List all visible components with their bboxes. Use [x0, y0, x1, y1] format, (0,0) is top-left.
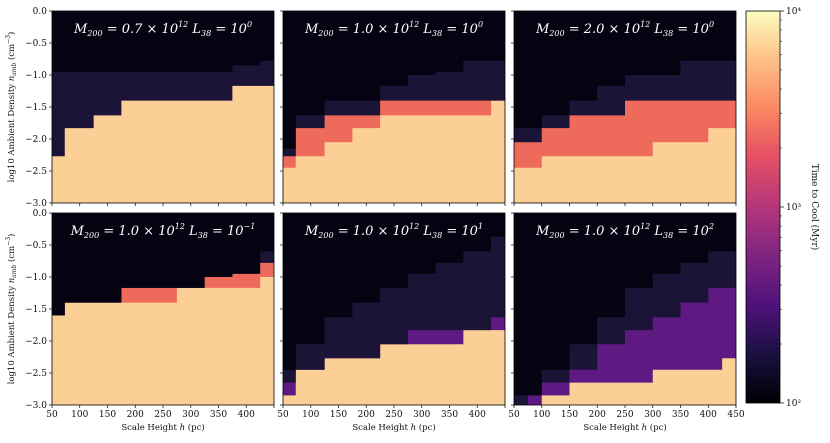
panel-heatmap — [52, 11, 274, 203]
zone-cooled — [283, 213, 505, 370]
x-tick-label: 300 — [182, 410, 199, 420]
zone-cooled — [283, 11, 505, 149]
x-tick-label: 100 — [302, 410, 319, 420]
y-tick-label: −2.5 — [25, 167, 47, 177]
x-tick-label: 400 — [238, 410, 255, 420]
panel-1: 0.0 −0.5 −1.0 −1.5 −2.0 −2.5 −3.0 M200 = 0.7 × … — [5, 7, 275, 209]
panel-title: M200 = 0.7 × 1012 L38 = 100 — [73, 20, 252, 38]
panel-title: M200 = 1.0 × 1012 L38 = 10−1 — [70, 222, 256, 240]
panel-4: 50 100 150 200 250 300 350 400 0.0 −0.5 −1.0 −1.5 −2… — [5, 209, 275, 433]
colorbar-tick-label: 10² — [786, 399, 801, 409]
x-tick-label: 100 — [71, 410, 88, 420]
x-tick-label: 450 — [727, 410, 744, 420]
x-tick-label: 250 — [616, 410, 633, 420]
x-tick-label: 350 — [672, 410, 689, 420]
panel-heatmap — [283, 213, 505, 405]
y-axis-label: log10 Ambient Density namb (cm−3) — [5, 32, 18, 183]
x-tick-label: 250 — [154, 410, 171, 420]
x-tick-label: 300 — [413, 410, 430, 420]
y-tick-label: −1.0 — [25, 71, 47, 81]
y-tick-label: −1.5 — [25, 103, 47, 113]
colorbar-label: Time to Cool (Myr) — [809, 164, 820, 251]
panel-6: 50 100 150 200 250 300 350 400 450 M200 = 1.0 × 1… — [508, 212, 745, 433]
panel-title: M200 = 1.0 × 1012 L38 = 102 — [535, 222, 714, 240]
x-axis-label: Scale Height h (pc) — [352, 422, 435, 433]
zone-cooled — [52, 213, 274, 316]
x-tick-label: 50 — [508, 410, 520, 420]
x-tick-label: 200 — [589, 410, 606, 420]
y-tick-label: 0.0 — [33, 7, 48, 17]
x-tick-label: 150 — [330, 410, 347, 420]
zone-cooled — [514, 213, 736, 396]
x-tick-label: 300 — [644, 410, 661, 420]
x-tick-label: 400 — [469, 410, 486, 420]
x-tick-label: 150 — [561, 410, 578, 420]
panel-5: 50 100 150 200 250 300 350 400 M200 = 1.0 × 1012… — [277, 212, 506, 433]
panel-heatmap — [514, 213, 736, 405]
x-axis-label: Scale Height h (pc) — [121, 422, 204, 433]
x-tick-label: 200 — [127, 410, 144, 420]
y-tick-label: −1.0 — [25, 273, 47, 283]
y-axis-label: log10 Ambient Density namb (cm−3) — [5, 234, 18, 385]
zone-cooled — [52, 11, 274, 72]
panels-layer: 0.0 −0.5 −1.0 −1.5 −2.0 −2.5 −3.0 M200 = 0.7 × … — [5, 7, 745, 433]
y-tick-label: 0.0 — [33, 209, 48, 219]
y-tick-label: −1.5 — [25, 305, 47, 315]
x-tick-label: 350 — [210, 410, 227, 420]
x-tick-label: 350 — [441, 410, 458, 420]
y-tick-label: −2.0 — [25, 135, 47, 145]
colorbar-tick-label: 10⁴ — [786, 7, 801, 17]
y-tick-label: −2.0 — [25, 337, 47, 347]
x-tick-label: 50 — [46, 410, 58, 420]
zone-cooled — [514, 11, 736, 129]
y-tick-label: −3.0 — [25, 199, 47, 209]
panel-3: M200 = 2.0 × 1012 L38 = 100 — [511, 10, 737, 206]
panel-title: M200 = 1.0 × 1012 L38 = 100 — [304, 20, 483, 38]
x-tick-label: 200 — [358, 410, 375, 420]
panel-2: M200 = 1.0 × 1012 L38 = 100 — [280, 10, 506, 206]
colorbar-gradient — [745, 10, 781, 404]
x-tick-label: 50 — [277, 410, 289, 420]
colorbar-ticks: 10² 10³ 10⁴ — [780, 7, 801, 409]
colorbar: 10² 10³ 10⁴ Time to Cool (Myr) — [745, 7, 820, 409]
panel-heatmap — [514, 11, 736, 203]
x-axis-label: Scale Height h (pc) — [583, 422, 666, 433]
panel-heatmap — [283, 11, 505, 203]
y-tick-label: −0.5 — [25, 39, 47, 49]
x-tick-label: 150 — [99, 410, 116, 420]
panel-heatmap — [52, 213, 274, 405]
colorbar-tick-label: 10³ — [786, 203, 801, 213]
x-tick-label: 250 — [385, 410, 402, 420]
panel-title: M200 = 1.0 × 1012 L38 = 101 — [304, 222, 483, 240]
y-tick-label: −2.5 — [25, 369, 47, 379]
x-tick-label: 100 — [533, 410, 550, 420]
y-tick-label: −3.0 — [25, 401, 47, 411]
x-tick-label: 400 — [700, 410, 717, 420]
y-tick-label: −0.5 — [25, 241, 47, 251]
panel-title: M200 = 2.0 × 1012 L38 = 100 — [535, 20, 714, 38]
